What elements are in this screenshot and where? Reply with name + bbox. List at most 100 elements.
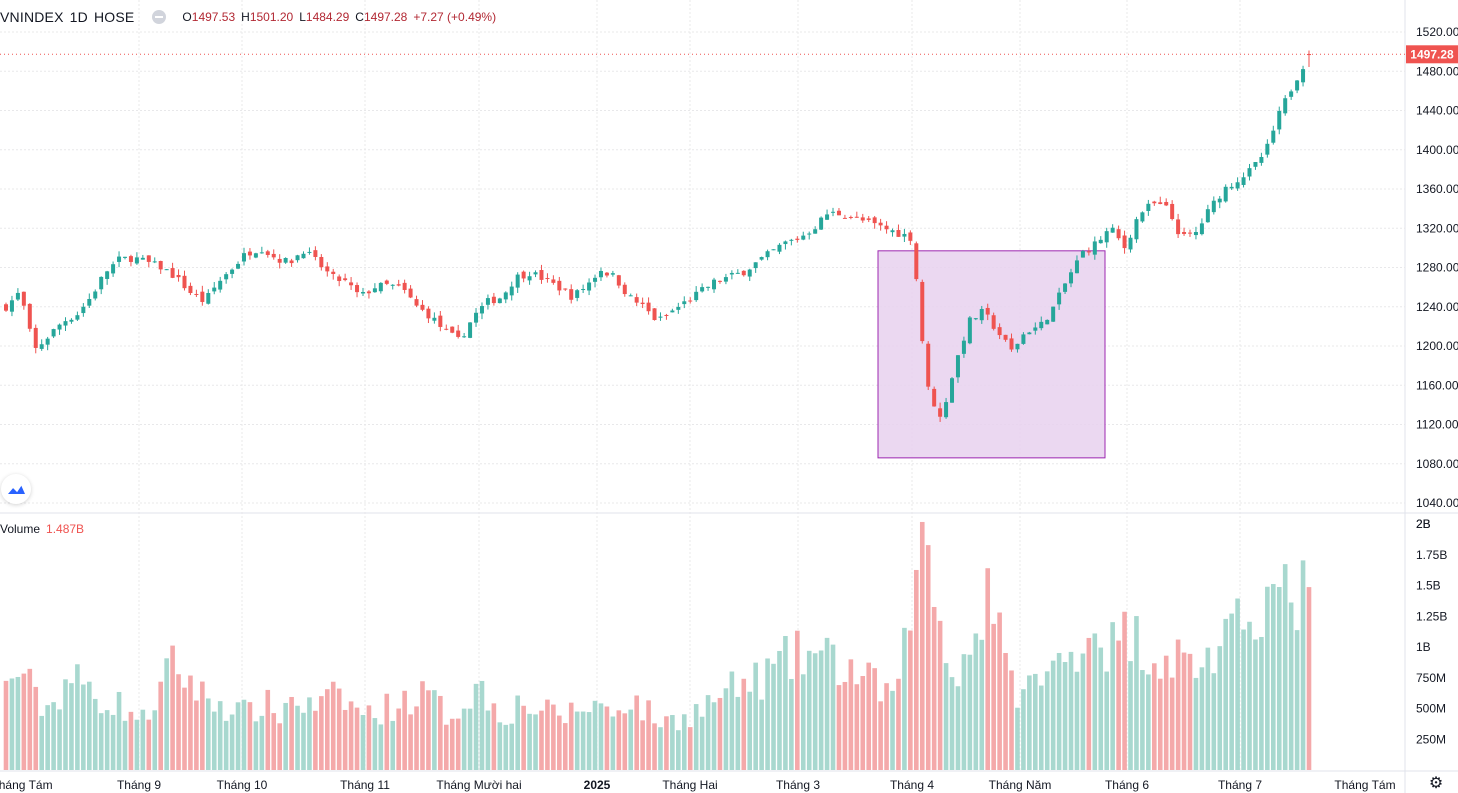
candle-body <box>932 388 937 407</box>
volume-bar <box>646 700 651 770</box>
candle-body <box>593 277 598 282</box>
volume-bar <box>515 695 520 770</box>
candle-body <box>1021 334 1026 344</box>
volume-bar <box>295 705 300 770</box>
price-tick-label: 1200.00 <box>1416 339 1458 353</box>
volume-bar <box>330 681 336 770</box>
candle-body <box>301 253 306 259</box>
high-value: 1501.20 <box>249 10 294 24</box>
candle-body <box>355 285 360 293</box>
volume-bar <box>771 663 776 770</box>
open-label: O <box>182 10 192 24</box>
candle-body <box>1152 201 1157 204</box>
volume-bar <box>86 681 92 770</box>
volume-bar <box>574 711 580 770</box>
volume-bar <box>1056 652 1062 770</box>
time-tick-label: Tháng Mười hai <box>436 778 521 792</box>
candle-body <box>45 338 50 345</box>
volume-bar <box>432 690 437 770</box>
candle-body <box>307 251 312 253</box>
volume-bar <box>182 687 187 770</box>
candle-body <box>598 270 603 278</box>
candle-body <box>521 271 526 279</box>
volume-bar <box>176 674 181 770</box>
candle-body <box>230 269 235 274</box>
volume-bar <box>795 630 800 770</box>
volume-bar <box>747 691 753 770</box>
candle-body <box>39 344 44 349</box>
volume-bar <box>1271 584 1276 770</box>
candle-body <box>295 255 300 261</box>
volume-bar <box>699 716 705 770</box>
symbol-name[interactable]: VNINDEX <box>0 9 64 25</box>
candle-body <box>700 287 705 292</box>
candle-body <box>914 243 919 280</box>
candle-body <box>842 217 847 219</box>
time-tick-label: Tháng 4 <box>890 778 934 792</box>
candle-body <box>890 230 895 233</box>
candle-body <box>93 291 98 299</box>
candle-body <box>819 217 824 230</box>
volume-bar <box>741 678 747 770</box>
settings-gear-icon[interactable]: ⚙ <box>1428 775 1444 792</box>
candle-body <box>664 314 669 316</box>
tradingview-logo-icon[interactable] <box>1 474 31 504</box>
volume-bar <box>557 715 562 770</box>
candle-body <box>1015 343 1020 350</box>
candle-body <box>1241 177 1246 185</box>
volume-bar <box>241 699 247 770</box>
volume-bar <box>1193 677 1199 770</box>
price-tick-label: 1240.00 <box>1416 300 1458 314</box>
volume-bar <box>527 713 532 770</box>
candle-body <box>218 280 223 290</box>
volume-bar <box>610 716 616 770</box>
volume-bar <box>640 720 645 770</box>
candle-body <box>313 250 318 257</box>
candle-body <box>474 312 479 323</box>
time-tick-label: Tháng 11 <box>340 778 390 792</box>
volume-bar <box>354 707 360 770</box>
candle-body <box>1158 202 1163 205</box>
volume-bar <box>1015 707 1020 770</box>
candle-body <box>628 295 633 297</box>
volume-bar <box>521 705 526 770</box>
candle-body <box>479 306 484 314</box>
candle-body <box>765 251 770 258</box>
volume-tick-label: 2B <box>1416 517 1431 531</box>
candle-body <box>706 286 711 288</box>
candle-body <box>87 298 92 306</box>
volume-bar <box>592 700 598 770</box>
price-tick-label: 1160.00 <box>1416 378 1458 392</box>
candle-body <box>658 316 663 318</box>
volume-bar <box>681 714 687 770</box>
candle-body <box>378 282 383 292</box>
candle-body <box>723 277 728 282</box>
volume-bar <box>134 719 140 770</box>
volume-bar <box>497 722 503 770</box>
candle-body <box>426 308 431 319</box>
candle-body <box>717 280 722 282</box>
candle-body <box>140 257 145 260</box>
candle-body <box>795 238 800 240</box>
candle-body <box>1051 306 1056 322</box>
volume-bar <box>545 699 550 770</box>
time-tick-label: Tháng Hai <box>662 778 717 792</box>
volume-bar <box>98 713 104 770</box>
candle-body <box>1271 130 1276 143</box>
candle-body <box>1003 334 1008 340</box>
candle-body <box>997 327 1002 336</box>
volume-bar <box>1009 670 1014 770</box>
eye-toggle-icon[interactable] <box>152 10 167 24</box>
time-tick-label: Tháng Năm <box>989 778 1052 792</box>
candle-body <box>807 233 812 235</box>
candle-body <box>622 284 627 295</box>
volume-bar <box>396 708 401 770</box>
time-tick-label: Tháng Tám <box>0 778 53 792</box>
candle-body <box>99 276 104 290</box>
volume-bar <box>1128 661 1133 770</box>
volume-bar <box>116 691 122 770</box>
candle-body <box>444 328 449 330</box>
volume-bar <box>759 699 764 770</box>
volume-bar <box>824 637 830 770</box>
